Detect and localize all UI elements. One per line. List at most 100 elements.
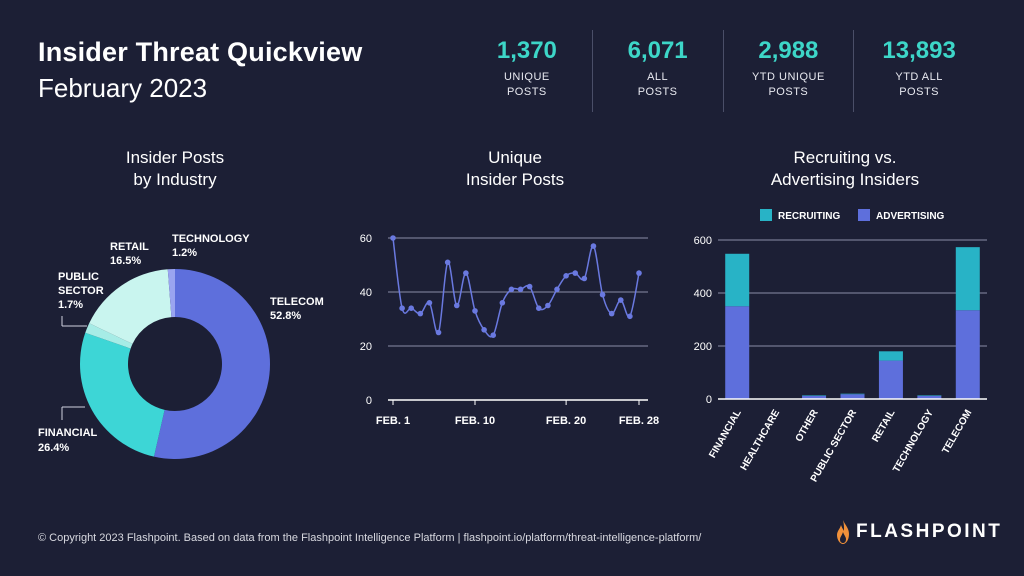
line-data-point <box>472 308 478 314</box>
page-title: Insider Threat Quickview <box>38 37 363 67</box>
pie-percent-public-sector: 1.7% <box>58 299 83 311</box>
bar-category-label: RETAIL <box>870 408 897 444</box>
pie-slice-retail <box>89 269 172 344</box>
flame-icon <box>837 520 849 544</box>
pie-label-telecom: TELECOM <box>270 296 324 308</box>
bar-recruiting-retail <box>878 351 903 361</box>
line-x-tick-label: FEB. 28 <box>619 415 659 427</box>
line-data-point <box>417 310 424 317</box>
bar-category-label: OTHER <box>794 407 821 443</box>
legend-swatch-recruiting <box>760 209 772 221</box>
line-y-tick-label: 60 <box>360 233 372 245</box>
line-data-point <box>399 305 405 312</box>
line-data-point <box>444 259 451 266</box>
bar-y-tick-label: 400 <box>694 288 712 300</box>
stat-ytd-unique-posts: 2,988 YTD UNIQUE POSTS <box>722 30 854 112</box>
page-subtitle: February 2023 <box>38 73 208 103</box>
line-data-point <box>508 286 515 293</box>
line-data-point <box>617 297 624 303</box>
pie-slice-financial <box>79 332 165 457</box>
bar-recruiting-telecom <box>955 247 980 311</box>
stat-value: 6,071 <box>627 37 688 64</box>
bar-category-label: FINANCIAL <box>707 408 743 460</box>
bar-category-label: TELECOM <box>940 408 974 456</box>
bar-advertising-other <box>802 395 827 399</box>
bar-advertising-technology <box>917 395 942 399</box>
pie-label-technology: TECHNOLOGY <box>172 233 250 245</box>
line-data-point <box>408 305 415 312</box>
bar-recruiting-technology <box>917 395 942 396</box>
pie-label-retail: RETAIL <box>110 241 149 253</box>
logo-text: FLASHPOINT <box>856 521 1003 542</box>
pie-chart-title: Insider Posts by Industry <box>125 148 225 189</box>
pie-percent-financial: 26.4% <box>38 442 69 454</box>
stat-label: YTD ALL POSTS <box>895 71 943 98</box>
line-x-tick-label: FEB. 20 <box>546 415 586 427</box>
line-data-point <box>390 235 396 241</box>
line-data-point <box>453 302 460 309</box>
pie-label-financial: FINANCIAL <box>38 427 98 439</box>
bar-advertising-telecom <box>955 310 980 399</box>
stat-label: YTD UNIQUE POSTS <box>751 71 825 98</box>
line-data-point <box>563 273 569 279</box>
bar-y-tick-label: 600 <box>694 235 712 247</box>
line-data-point <box>535 305 542 312</box>
line-data-point <box>572 270 579 276</box>
legend-label-recruiting: RECRUITING <box>778 211 840 222</box>
line-data-point <box>426 300 433 306</box>
pie-percent-retail: 16.5% <box>110 255 141 267</box>
pie-label-public-sector: SECTOR <box>58 285 104 297</box>
line-data-point <box>554 286 560 293</box>
bar-category-label: TECHNOLOGY <box>891 408 936 475</box>
stat-all-posts: 6,071 ALL POSTS <box>591 30 723 112</box>
line-x-tick-label: FEB. 10 <box>455 415 495 427</box>
line-chart-title: Unique Insider Posts <box>465 148 565 189</box>
line-data-point <box>581 275 588 282</box>
flashpoint-logo: FLASHPOINT <box>836 519 1002 545</box>
pie-label-public-sector: PUBLIC <box>58 271 99 283</box>
line-y-tick-label: 0 <box>366 395 372 407</box>
pie-percent-technology: 1.2% <box>172 247 197 259</box>
bar-y-tick-label: 0 <box>706 394 712 406</box>
bar-recruiting-other <box>802 395 827 396</box>
line-y-tick-label: 20 <box>360 341 372 353</box>
line-data-point <box>517 286 524 293</box>
line-y-tick-label: 40 <box>360 287 372 299</box>
pie-slice-public-sector <box>85 323 133 349</box>
stat-unique-posts: 1,370 UNIQUE POSTS <box>462 30 592 112</box>
stat-value: 13,893 <box>882 37 956 64</box>
line-data-point <box>499 300 506 306</box>
bar-advertising-public-sector <box>840 394 865 399</box>
bar-y-tick-label: 200 <box>694 341 712 353</box>
line-data-point <box>435 329 442 336</box>
line-data-point <box>526 283 533 290</box>
pie-percent-telecom: 52.8% <box>270 310 301 322</box>
bar-recruiting-public-sector <box>840 393 865 395</box>
pie-slice-technology <box>167 269 175 318</box>
stats-bar: 1,370 UNIQUE POSTS 6,071 ALL POSTS 2,988… <box>462 30 984 112</box>
bar-category-label: HEALTHCARE <box>739 408 783 473</box>
bar-advertising-financial <box>725 306 750 399</box>
line-data-point <box>608 310 615 317</box>
line-x-tick-label: FEB. 1 <box>376 415 410 427</box>
line-data-point <box>599 291 606 298</box>
stat-value: 2,988 <box>758 37 819 64</box>
footer-copyright: © Copyright 2023 Flashpoint. Based on da… <box>38 532 702 544</box>
stat-label: UNIQUE POSTS <box>503 71 550 98</box>
pie-slice-telecom <box>153 269 270 460</box>
line-data-point <box>463 270 469 276</box>
stat-value: 1,370 <box>496 37 557 64</box>
line-data-point <box>590 243 597 249</box>
bar-recruiting-financial <box>725 253 750 307</box>
line-data-point <box>636 270 642 276</box>
line-data-point <box>627 313 633 320</box>
bar-advertising-retail <box>878 360 903 399</box>
stat-ytd-all-posts: 13,893 YTD ALL POSTS <box>853 30 984 112</box>
line-data-point <box>545 302 551 309</box>
legend-label-advertising: ADVERTISING <box>876 211 945 222</box>
stat-label: ALL POSTS <box>637 71 678 98</box>
bar-chart-title: Recruiting vs. Advertising Insiders <box>770 148 920 189</box>
line-data-point <box>481 327 487 333</box>
title-block: Insider Threat Quickview February 2023 <box>38 36 362 104</box>
